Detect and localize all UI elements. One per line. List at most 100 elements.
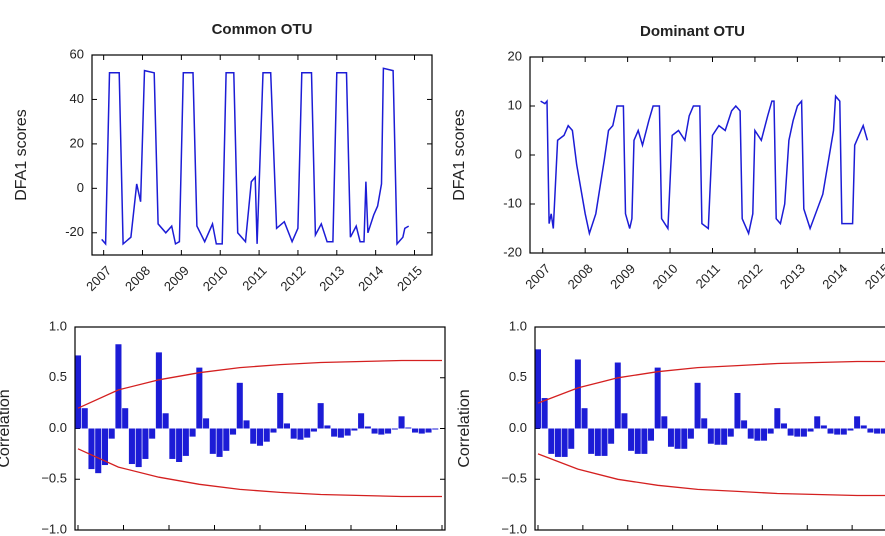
x-tick-label: 2011 — [239, 263, 269, 293]
acf-bar — [230, 428, 237, 435]
y-tick-label: −0.5 — [501, 471, 527, 486]
confidence-line — [77, 359, 442, 409]
acf-bar — [714, 428, 721, 445]
acf-bar — [794, 428, 801, 437]
acf-bar — [721, 428, 728, 445]
acf-bar — [371, 428, 378, 434]
acf-bar — [581, 408, 588, 429]
x-tick-label: 2014 — [819, 261, 850, 292]
acf-bar — [418, 428, 425, 434]
acf-bar — [648, 428, 655, 441]
acf-bar — [767, 428, 774, 434]
x-tick-label: 2007 — [83, 263, 114, 294]
y-tick-label: 1.0 — [509, 318, 527, 333]
y-tick-label: 0.0 — [49, 420, 67, 435]
x-tick-label: 2007 — [522, 261, 553, 292]
plot-frame — [74, 326, 446, 531]
acf-bar — [81, 408, 88, 429]
acf-bar — [860, 425, 867, 429]
y-axis-label: Correlation — [0, 389, 13, 467]
acf-bar — [761, 428, 768, 441]
acf-bar — [554, 428, 561, 457]
acf-bar — [621, 413, 628, 429]
confidence-line — [537, 360, 885, 404]
acf-bar — [535, 349, 541, 429]
acf-bar — [827, 428, 834, 434]
acf-bar — [128, 428, 135, 465]
acf-bar — [405, 427, 412, 429]
y-tick-label: 60 — [70, 46, 84, 61]
acf-bar — [182, 428, 189, 456]
acf-bar — [667, 428, 674, 447]
y-tick-label: 0.0 — [509, 420, 527, 435]
acf-bar — [95, 428, 102, 474]
acf-bar — [548, 428, 555, 454]
data-line — [540, 94, 869, 237]
acf-bar — [800, 428, 807, 437]
x-tick-label: 2013 — [777, 261, 808, 292]
acf-bar — [681, 428, 688, 449]
acf-bar — [780, 423, 787, 429]
acf-bar — [568, 428, 575, 449]
acf-bar — [867, 428, 874, 433]
acf-bar — [364, 426, 371, 429]
x-tick-label: 2012 — [734, 261, 765, 292]
y-axis-label: Correlation — [456, 389, 473, 467]
acf-bar — [701, 418, 708, 429]
confidence-line — [77, 448, 442, 498]
acf-bar — [256, 428, 264, 446]
acf-bar — [223, 428, 230, 451]
acf-bar — [687, 428, 694, 439]
acf-bar — [283, 423, 290, 429]
x-tick-label: 2008 — [122, 263, 153, 294]
acf-bar — [608, 428, 615, 444]
y-tick-label: −0.5 — [41, 471, 67, 486]
acf-bar — [412, 428, 419, 433]
acf-bar — [807, 428, 814, 432]
x-tick-label: 2010 — [200, 263, 231, 294]
acf-bar — [727, 428, 734, 437]
y-tick-label: 1.0 — [49, 318, 67, 333]
acf-bar — [774, 408, 781, 429]
acf-bar — [432, 428, 439, 430]
acf-bar — [601, 428, 608, 456]
plot-frame — [91, 54, 433, 256]
acf-bar — [391, 428, 398, 430]
acf-bar — [243, 420, 250, 429]
acf-bar — [101, 428, 108, 466]
acf-bar — [149, 428, 156, 439]
acf-bar — [594, 428, 601, 456]
y-tick-label: 0.5 — [49, 369, 67, 384]
acf-bar — [385, 428, 392, 434]
acf-bar — [425, 428, 432, 433]
plot-frame — [529, 56, 885, 254]
acf-bar — [398, 416, 405, 429]
acf-bar — [324, 425, 331, 429]
y-tick-label: 40 — [70, 91, 84, 106]
acf-bar — [574, 359, 581, 429]
acf-bar — [209, 428, 216, 454]
data-line — [101, 67, 410, 246]
acf-bar — [310, 428, 317, 432]
chart-title: Dominant OTU — [640, 23, 745, 40]
y-tick-label: 20 — [70, 135, 84, 150]
acf-bar — [263, 428, 270, 442]
acf-bar — [358, 413, 365, 429]
acf-bar — [378, 428, 385, 435]
y-tick-label: 20 — [508, 48, 522, 63]
acf-bar — [250, 428, 257, 444]
acf-bar — [351, 428, 358, 431]
acf-bar — [854, 416, 861, 429]
acf-bar — [142, 428, 149, 459]
x-tick-label: 2009 — [607, 261, 638, 292]
acf-bar — [614, 362, 621, 429]
acf-bar — [561, 428, 568, 457]
acf-bar — [189, 428, 196, 437]
acf-bar — [155, 352, 162, 429]
acf-bar — [634, 428, 641, 454]
y-tick-label: 0 — [515, 146, 522, 161]
acf-bar — [787, 428, 794, 436]
acf-bar — [169, 428, 176, 459]
